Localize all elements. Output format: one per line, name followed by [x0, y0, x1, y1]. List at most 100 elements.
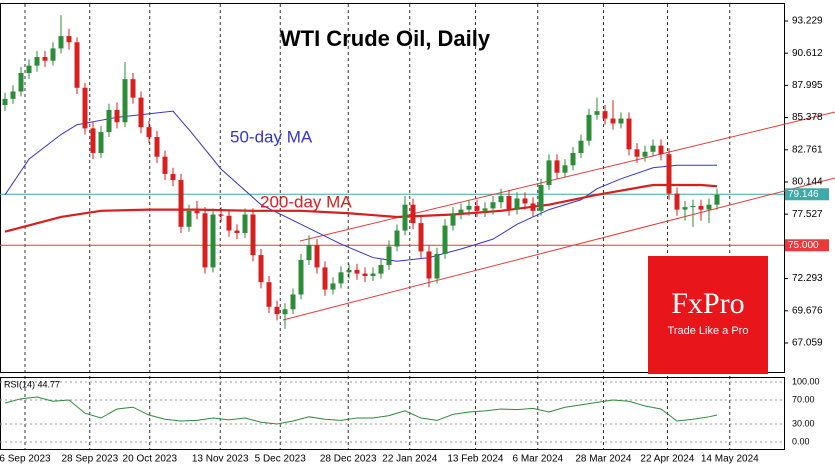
- candle-body: [170, 173, 176, 181]
- y-tick-label: 90.612: [792, 48, 823, 59]
- candle-body: [266, 282, 272, 307]
- candle-body: [154, 137, 160, 157]
- candle-body: [58, 36, 64, 49]
- candle-body: [186, 210, 192, 227]
- candle-body: [18, 73, 24, 92]
- candle-body: [122, 79, 128, 123]
- x-tick-label: 20 Oct 2023: [123, 454, 178, 465]
- rsi-tick-label: 100.00: [792, 376, 820, 386]
- candle-body: [418, 223, 424, 252]
- candle-body: [490, 202, 496, 209]
- x-tick-label: 14 May 2024: [701, 454, 759, 465]
- candle-body: [346, 269, 352, 273]
- candle-body: [162, 156, 168, 174]
- candle-body: [98, 132, 104, 153]
- y-tick-label: 93.229: [792, 16, 823, 27]
- y-tick-label: 77.527: [792, 209, 823, 220]
- candle-body: [194, 210, 200, 214]
- candle-body: [674, 193, 680, 210]
- level-line-tag: [785, 239, 829, 252]
- candle-body: [626, 118, 632, 150]
- rsi-tick-label: 0.00: [792, 436, 810, 446]
- candle-body: [202, 213, 208, 268]
- candle-body: [378, 264, 384, 274]
- candle-body: [114, 109, 120, 123]
- moving-average: [4, 183, 718, 233]
- ma-label: 200-day MA: [260, 192, 352, 211]
- candle-body: [282, 309, 288, 315]
- candle-body: [602, 111, 608, 119]
- x-tick-label: 13 Feb 2024: [447, 454, 504, 465]
- candle-body: [562, 165, 568, 173]
- candle-body: [10, 91, 16, 99]
- ma-label: 50-day MA: [230, 127, 313, 146]
- candle-body: [138, 97, 144, 128]
- candle-body: [250, 214, 256, 256]
- candle-body: [146, 127, 152, 138]
- candle-body: [554, 160, 560, 173]
- brand-name: FxPro: [671, 287, 744, 320]
- candle-body: [586, 114, 592, 141]
- rsi-frame: [0, 377, 785, 450]
- candle-body: [394, 230, 400, 247]
- candle-body: [466, 205, 472, 210]
- candle-body: [178, 180, 184, 227]
- x-tick-label: 22 Apr 2024: [640, 454, 694, 465]
- rsi-label: RSI(14) 44.77: [4, 379, 60, 389]
- x-tick-label: 28 Mar 2024: [575, 454, 632, 465]
- level-line-label: 75.000: [788, 240, 819, 251]
- x-tick-label: 6 Mar 2024: [513, 454, 564, 465]
- candle-body: [314, 245, 320, 268]
- candle-body: [218, 214, 224, 216]
- candle-body: [706, 204, 712, 210]
- x-tick-label: 28 Dec 2023: [320, 454, 377, 465]
- rsi-tick-label: 70.00: [792, 394, 815, 404]
- candle-body: [362, 273, 368, 277]
- candle-body: [658, 145, 664, 155]
- candle-body: [90, 128, 96, 153]
- candle-body: [290, 294, 296, 310]
- candle-body: [2, 98, 8, 106]
- x-tick-label: 28 Sep 2023: [61, 454, 118, 465]
- channel-lower: [282, 177, 835, 321]
- candle-body: [570, 152, 576, 166]
- candle-body: [522, 198, 528, 204]
- candle-body: [130, 79, 136, 98]
- candle-body: [258, 255, 264, 283]
- candle-body: [66, 36, 72, 43]
- x-tick-label: 6 Sep 2023: [0, 454, 51, 465]
- candle-body: [234, 230, 240, 233]
- candle-body: [442, 225, 448, 254]
- candle-body: [642, 151, 648, 157]
- candle-body: [690, 205, 696, 208]
- candle-body: [714, 194, 720, 205]
- y-tick-label: 85.378: [792, 112, 823, 123]
- chart-title: WTI Crude Oil, Daily: [280, 26, 491, 51]
- candle-body: [242, 214, 248, 233]
- candle-body: [210, 214, 216, 268]
- candle-body: [578, 140, 584, 153]
- last-price-line-label: 79.146: [788, 189, 819, 200]
- y-tick-label: 67.059: [792, 338, 823, 349]
- candle-body: [26, 65, 32, 74]
- candle-body: [618, 118, 624, 124]
- candle-body: [226, 215, 232, 231]
- y-tick-label: 87.995: [792, 80, 823, 91]
- candle-body: [530, 203, 536, 211]
- candle-body: [498, 196, 504, 203]
- candle-body: [74, 42, 80, 88]
- candle-body: [666, 154, 672, 194]
- candle-body: [322, 267, 328, 290]
- candle-body: [274, 306, 280, 315]
- brand-tagline: Trade Like a Pro: [668, 325, 749, 337]
- y-tick-label: 69.676: [792, 305, 823, 316]
- candle-body: [514, 198, 520, 210]
- candle-body: [386, 246, 392, 265]
- x-tick-label: 22 Jan 2024: [382, 454, 437, 465]
- candle-body: [306, 245, 312, 261]
- candle-body: [482, 208, 488, 211]
- candle-body: [698, 205, 704, 210]
- candle-body: [610, 118, 616, 124]
- candle-body: [354, 269, 360, 274]
